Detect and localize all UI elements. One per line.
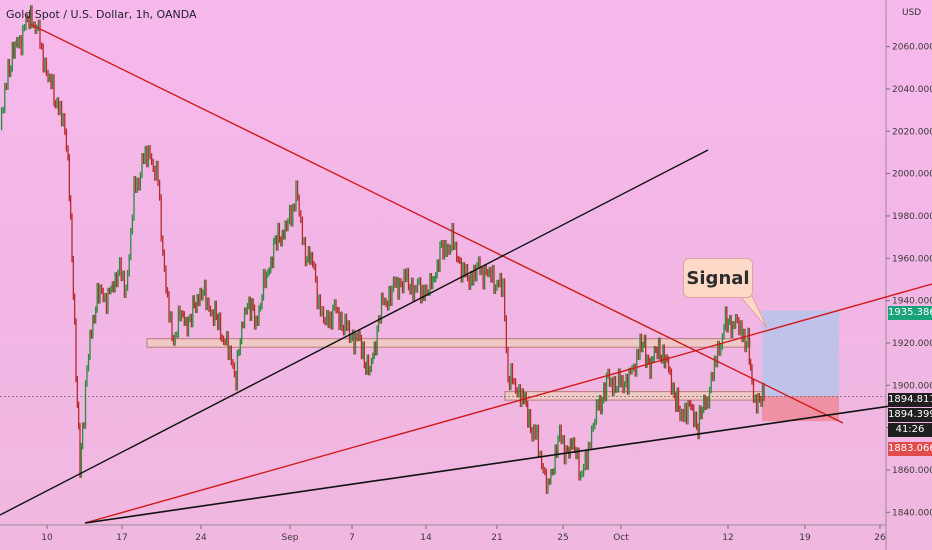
x-tick-label: 17: [116, 533, 127, 543]
x-tick-label: 26: [874, 533, 886, 543]
y-tick-label: 1840.000: [892, 508, 932, 518]
x-tick-label: Sep: [282, 533, 299, 543]
y-tick-label: 2000.000: [892, 170, 932, 180]
x-tick-label: 10: [41, 533, 53, 543]
x-tick-label: 25: [557, 533, 568, 543]
chart-title: Gold Spot / U.S. Dollar, 1h, OANDA: [6, 8, 197, 21]
stop-price-badge: 1883.066: [888, 442, 932, 456]
y-tick-label: 2040.000: [892, 85, 932, 95]
countdown-badge: 41:26: [888, 423, 932, 437]
target-box: [762, 310, 839, 397]
other-price-badge: 1894.399: [888, 408, 932, 422]
target-price-badge: 1935.386: [888, 306, 932, 320]
x-tick-label: Oct: [613, 533, 629, 543]
resistance-zone: [146, 338, 751, 348]
y-tick-label: 2020.000: [892, 127, 932, 137]
ascending-trendline-black: [0, 149, 709, 516]
x-tick-label: 7: [349, 533, 355, 543]
y-tick-label: 2060.000: [892, 43, 932, 53]
y-tick-label: 1920.000: [892, 339, 932, 349]
y-tick-label: 1940.000: [892, 297, 932, 307]
ascending-trendline-red: [84, 283, 932, 524]
stop-box: [762, 396, 839, 422]
descending-trendline: [29, 23, 844, 424]
current-price-badge: 1894.811: [888, 393, 932, 407]
signal-annotation: Signal: [683, 258, 753, 298]
y-tick-label: 1960.000: [892, 254, 932, 264]
x-tick-label: 12: [722, 533, 733, 543]
y-tick-label: 1900.000: [892, 381, 932, 391]
x-tick-label: 19: [799, 533, 811, 543]
x-tick-label: 21: [491, 533, 502, 543]
y-axis-unit: USD: [902, 8, 922, 18]
x-tick-label: 24: [195, 533, 207, 543]
y-tick-label: 1860.000: [892, 466, 932, 476]
support-trendline: [84, 399, 932, 524]
x-tick-label: 14: [420, 533, 432, 543]
y-tick-label: 1980.000: [892, 212, 932, 222]
